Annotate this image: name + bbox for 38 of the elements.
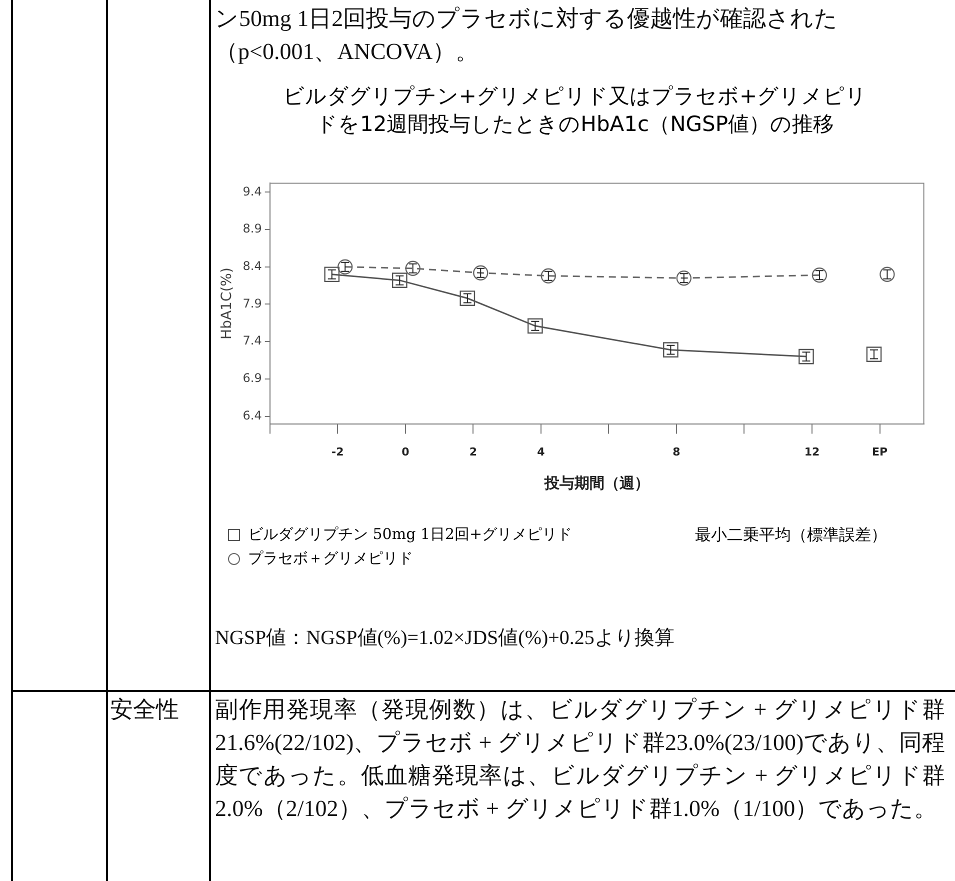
x-tick-label: 2 <box>469 445 477 458</box>
legend-label: プラセボ＋グリメピリド <box>248 549 413 567</box>
point <box>528 318 543 334</box>
point <box>866 346 882 362</box>
x-tick-label: 12 <box>804 445 820 458</box>
y-tick-label: 7.9 <box>242 296 262 310</box>
x-tick-label: 8 <box>672 445 680 458</box>
point <box>460 290 476 306</box>
y-tick-label: 9.4 <box>242 184 262 198</box>
point <box>880 266 895 282</box>
point <box>676 270 692 286</box>
x-tick-label: 4 <box>537 445 546 458</box>
chart-title: ビルダグリプチン+グリメピリド又はプラセボ+グリメピリドを12週間投与したときのHbA1c（NGSP値）の推移 <box>282 83 868 138</box>
y-tick-label: 7.4 <box>242 334 262 348</box>
text: NGSP値：NGSP値(%)=1.02×JDS値(%)+0.25より換算 <box>215 626 676 651</box>
x-axis-title: 投与期間（週） <box>543 474 650 492</box>
legend-label: ビルダグリプチン 50mg 1日2回+グリメピリド <box>248 525 572 543</box>
point <box>473 265 488 280</box>
point <box>392 272 408 288</box>
y-tick-label: 8.4 <box>242 259 262 274</box>
y-tick-label: 6.9 <box>242 371 262 386</box>
y-tick-label: 8.9 <box>242 222 262 236</box>
x-tick-label: -2 <box>332 445 344 458</box>
point <box>405 260 420 276</box>
text: ン50mg 1日2回投与のプラセボに対する優越性が確認された（p<0.001、ANCOVA）。 <box>215 5 840 66</box>
text: 最小二乗平均（標準誤差） <box>695 525 887 546</box>
point <box>663 342 678 358</box>
point <box>338 259 353 274</box>
point <box>798 348 814 364</box>
y-axis-title: HbA1C(%) <box>219 268 236 340</box>
text: 副作用発現率（発現例数）は、ビルダグリプチン + グリメピリド群21.6%(22/102)、プラセボ + グリメピリド群23.0%(23/100)であり、同程度であった。低血糖発現率は、ビルダグリプチン + グリメピリド群2.0%（2/102）、プラセボ + グリメピリド群1.0%（1/100）であった。 <box>215 696 945 823</box>
x-tick-label: 0 <box>402 445 410 458</box>
point <box>812 268 828 283</box>
y-tick-label: 6.4 <box>242 408 262 422</box>
x-tick-label: EP <box>872 445 888 458</box>
point <box>324 266 340 282</box>
text: 安全性 <box>110 696 179 724</box>
point <box>540 268 556 284</box>
